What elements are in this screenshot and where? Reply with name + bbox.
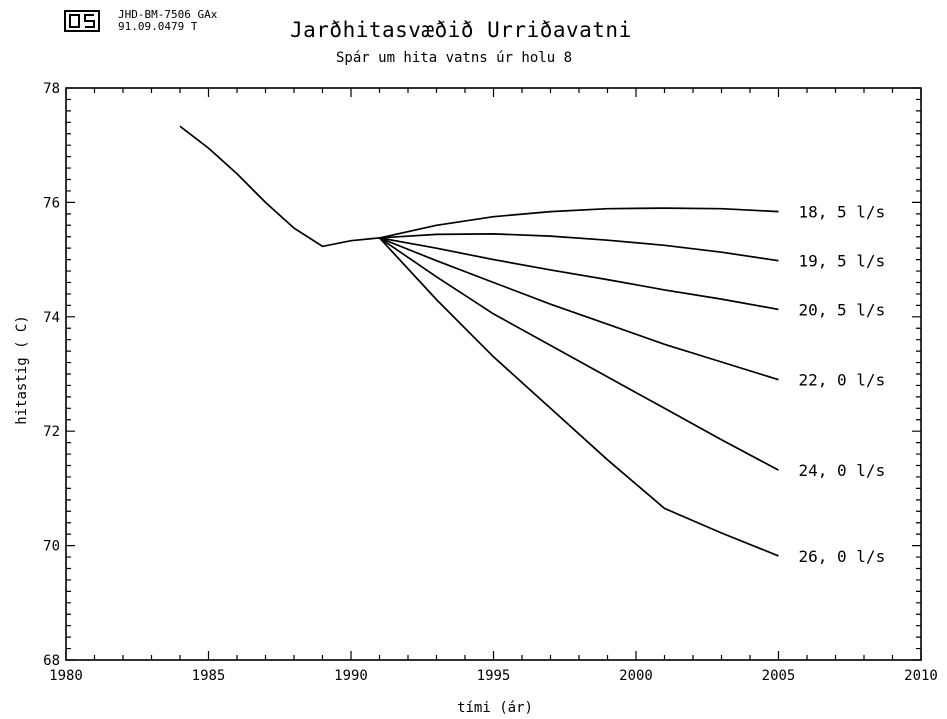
- header-code-line2: 91.09.0479 T: [118, 20, 198, 33]
- series-label-3: 20, 5 l/s: [799, 300, 886, 319]
- x-tick-label: 1990: [334, 668, 368, 684]
- y-tick-label: 76: [43, 195, 60, 211]
- series-line-5: [379, 237, 779, 471]
- header-code-line1: JHD-BM-7506 GAx: [118, 8, 218, 21]
- chart-subtitle: Spár um hita vatns úr holu 8: [336, 50, 573, 66]
- y-tick-label: 78: [43, 81, 60, 97]
- series-line-1: [379, 207, 779, 239]
- series-label-6: 26, 0 l/s: [799, 547, 886, 566]
- x-tick-label: 2010: [904, 668, 938, 684]
- plot-frame: [65, 87, 922, 661]
- x-tick-label: 2005: [762, 668, 796, 684]
- series-line-4: [379, 237, 779, 381]
- series-label-1: 18, 5 l/s: [799, 203, 886, 222]
- y-tick-label: 72: [43, 424, 60, 440]
- x-tick-label: 1980: [49, 668, 83, 684]
- y-tick-label: 68: [43, 653, 60, 669]
- chart-title: Jarðhitasvæðið Urriðavatni: [290, 18, 632, 42]
- x-tick-label: 1985: [192, 668, 226, 684]
- y-axis-label: hitastig ( C): [14, 315, 30, 425]
- series-line-6: [378, 237, 779, 557]
- y-tick-label: 70: [43, 539, 60, 555]
- series-line-3: [379, 237, 779, 311]
- series-label-4: 22, 0 l/s: [799, 371, 886, 390]
- x-tick-label: 2000: [619, 668, 653, 684]
- series-label-5: 24, 0 l/s: [799, 461, 886, 480]
- logo-icon: [64, 10, 100, 32]
- y-tick-label: 74: [43, 310, 60, 326]
- x-tick-label: 1995: [477, 668, 511, 684]
- x-axis-label: tími (ár): [457, 700, 533, 716]
- axis-ticks: [65, 87, 922, 661]
- series-line-2: [379, 233, 779, 262]
- series-label-2: 19, 5 l/s: [799, 252, 886, 271]
- history-line: [179, 125, 380, 248]
